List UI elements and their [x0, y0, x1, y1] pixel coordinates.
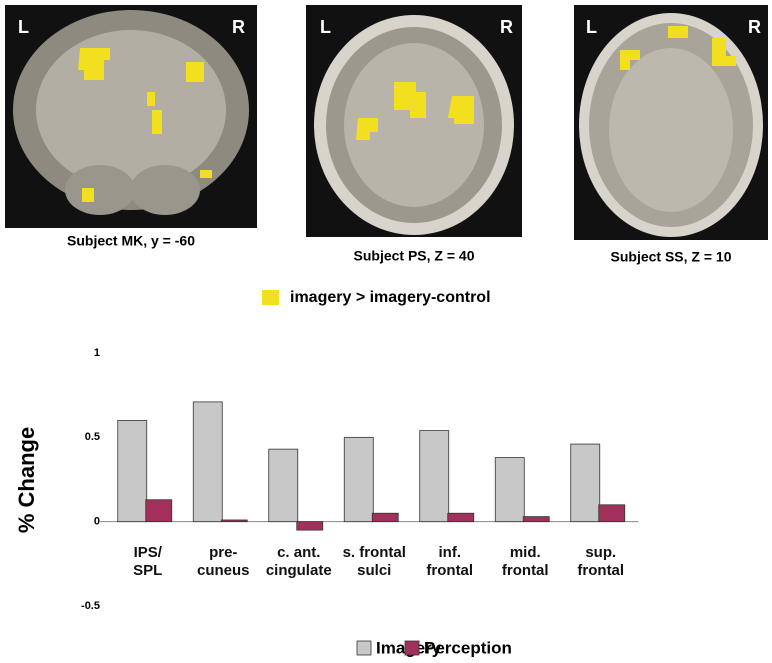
side-label: R: [748, 17, 761, 37]
bar: [570, 443, 601, 523]
side-label: L: [320, 17, 331, 37]
bar: [447, 512, 475, 523]
bar: [117, 420, 148, 523]
brain-image: [306, 5, 522, 237]
bar: [343, 436, 374, 523]
bar: [296, 521, 324, 531]
x-tick-label: inf. frontal: [426, 544, 474, 579]
y-tick-label: 0.5: [85, 431, 100, 443]
legend-label: imagery > imagery-control: [290, 289, 491, 306]
legend-label: Perception: [424, 638, 512, 657]
bar: [192, 401, 223, 523]
x-tick-label: c. ant. cingulate: [265, 544, 332, 579]
caption: Subject MK, y = -60: [67, 233, 195, 249]
caption: Subject PS, Z = 40: [354, 248, 475, 264]
y-tick-label: 1: [94, 347, 100, 359]
x-tick-label: sup. frontal: [577, 544, 625, 579]
bar: [522, 516, 550, 523]
legend-swatch: [262, 290, 279, 305]
bar: [494, 457, 525, 523]
x-tick-label: pre- cuneus: [196, 544, 250, 579]
side-label: R: [232, 17, 245, 37]
y-tick-label: 0: [94, 516, 100, 528]
x-tick-label: mid. frontal: [501, 544, 549, 579]
brain-image: [574, 5, 768, 240]
side-label: R: [500, 17, 513, 37]
legend-swatch: [404, 640, 420, 656]
bar: [268, 448, 299, 523]
bar: [145, 499, 173, 523]
legend-swatch: [356, 640, 372, 656]
bar: [220, 519, 248, 523]
brain-image: [5, 5, 257, 228]
side-label: L: [586, 17, 597, 37]
caption: Subject SS, Z = 10: [611, 249, 732, 265]
y-tick-label: -0.5: [81, 600, 100, 612]
bar: [419, 430, 450, 523]
side-label: L: [18, 17, 29, 37]
y-axis-label: % Change: [14, 427, 39, 533]
x-tick-label: IPS/ SPL: [133, 544, 163, 579]
x-tick-label: s. frontal sulci: [342, 544, 406, 579]
bar: [371, 512, 399, 523]
bar: [598, 504, 626, 523]
